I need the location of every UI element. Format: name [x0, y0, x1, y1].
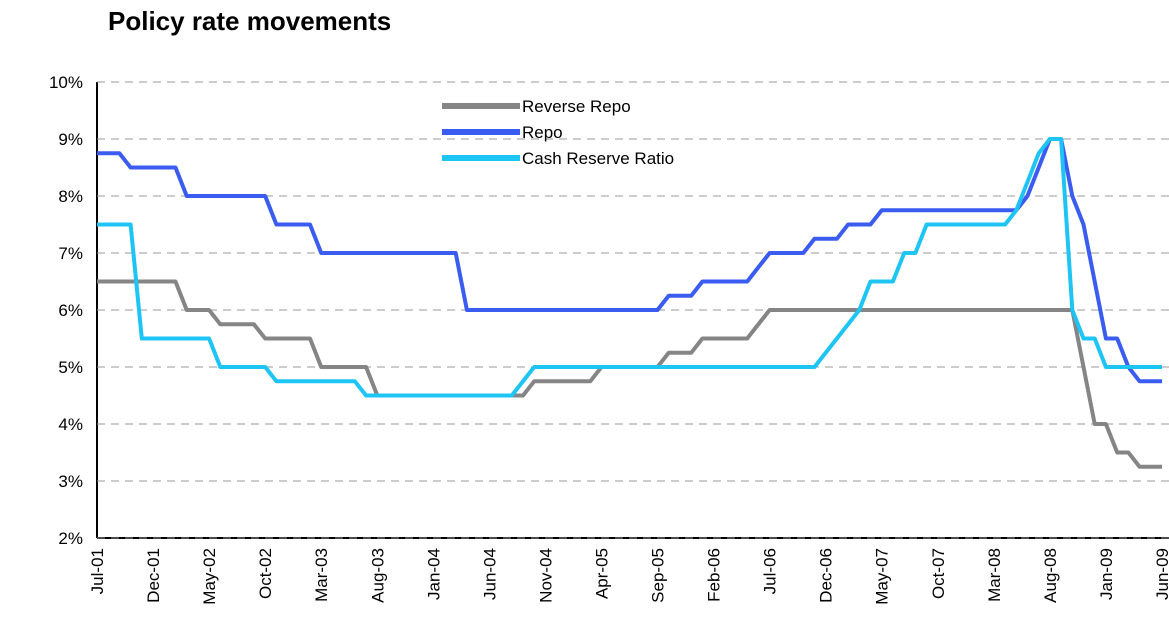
x-tick-label: Jun-09 — [1153, 548, 1169, 600]
y-tick-label: 7% — [58, 244, 83, 263]
y-tick-label: 3% — [58, 472, 83, 491]
x-tick-label: Dec-06 — [817, 548, 836, 603]
x-tick-label: Apr-05 — [592, 548, 611, 599]
x-tick-label: Jul-06 — [761, 548, 780, 594]
x-tick-label: Dec-01 — [144, 548, 163, 603]
y-tick-label: 9% — [58, 130, 83, 149]
x-tick-label: Jan-09 — [1097, 548, 1116, 600]
x-tick-label: May-07 — [873, 548, 892, 605]
x-tick-label: Sep-05 — [649, 548, 668, 603]
legend-label: Repo — [522, 123, 563, 142]
series-line — [97, 137, 1162, 398]
x-tick-label: Jan-04 — [424, 548, 443, 600]
y-tick-label: 8% — [58, 187, 83, 206]
y-tick-label: 5% — [58, 358, 83, 377]
legend-label: Cash Reserve Ratio — [522, 149, 674, 168]
y-tick-label: 10% — [49, 73, 83, 92]
x-tick-label: Feb-06 — [705, 548, 724, 602]
y-tick-label: 6% — [58, 301, 83, 320]
series-line — [97, 137, 1162, 384]
x-tick-label: Oct-02 — [256, 548, 275, 599]
x-tick-label: Aug-03 — [368, 548, 387, 603]
x-tick-label: Oct-07 — [929, 548, 948, 599]
x-tick-label: Nov-04 — [536, 548, 555, 603]
x-tick-label: Jun-04 — [480, 548, 499, 600]
x-tick-label: Jul-01 — [88, 548, 107, 594]
x-tick-label: Aug-08 — [1041, 548, 1060, 603]
chart-title: Policy rate movements — [108, 6, 391, 36]
legend-label: Reverse Repo — [522, 97, 631, 116]
x-tick-label: Mar-03 — [312, 548, 331, 602]
y-tick-label: 4% — [58, 415, 83, 434]
x-tick-label: May-02 — [200, 548, 219, 605]
y-tick-label: 2% — [58, 529, 83, 548]
x-tick-label: Mar-08 — [985, 548, 1004, 602]
